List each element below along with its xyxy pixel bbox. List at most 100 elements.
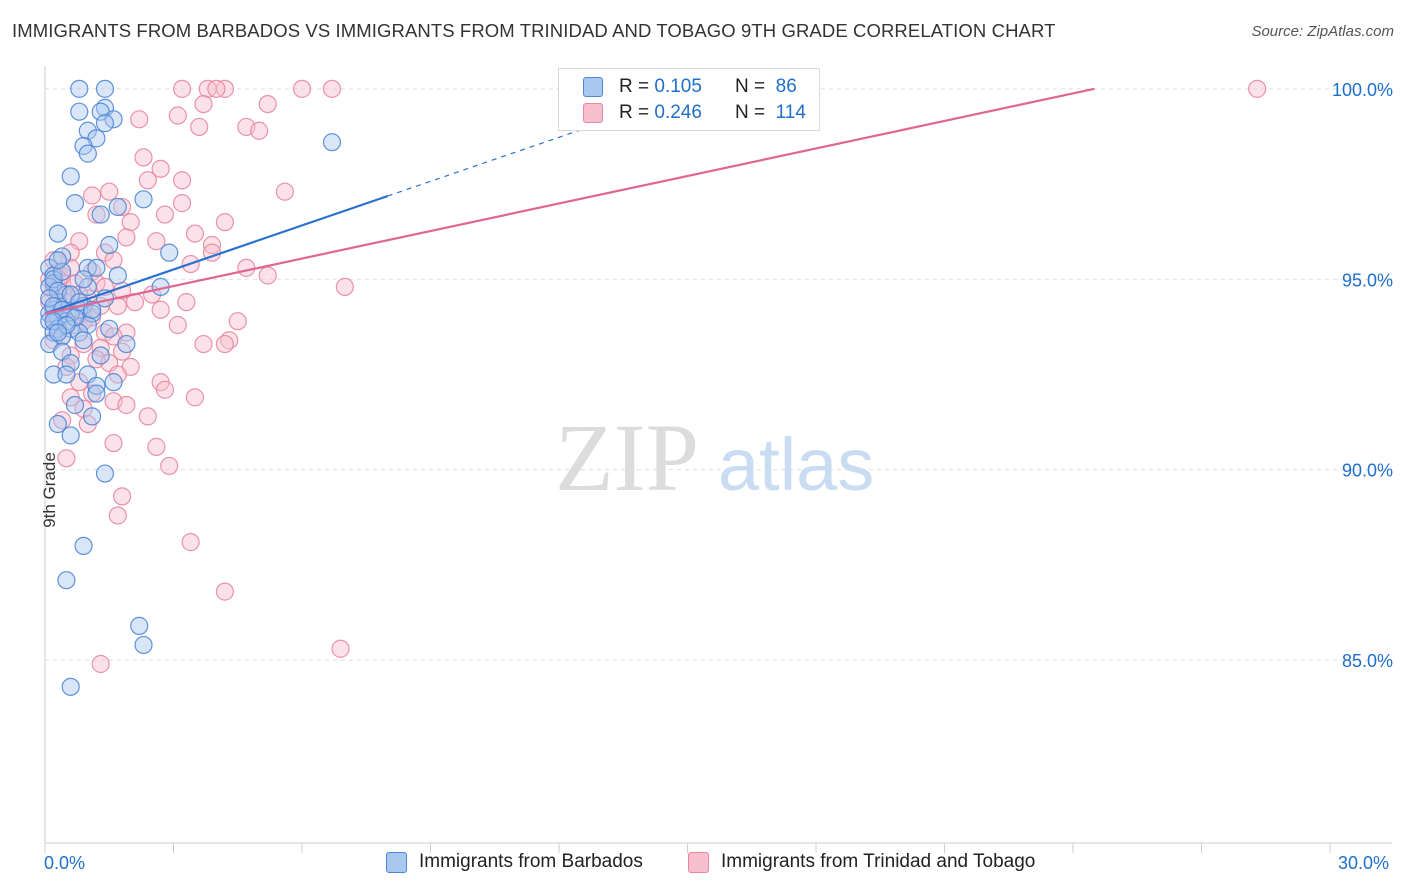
barbados-point <box>74 270 93 289</box>
trinidad-point <box>104 433 123 453</box>
barbados-point <box>87 384 106 403</box>
barbados-point <box>61 167 80 186</box>
barbados-point <box>134 190 153 209</box>
barbados-point <box>117 334 136 354</box>
trinidad-point <box>91 338 110 357</box>
trinidad-point <box>112 487 132 506</box>
trinidad-point <box>194 334 213 354</box>
barbados-point <box>78 144 97 163</box>
trinidad-point <box>168 106 187 125</box>
legend-r-label: R = <box>619 76 650 97</box>
trinidad-point <box>250 121 269 140</box>
trinidad-point <box>190 117 209 137</box>
trinidad-point <box>185 388 205 407</box>
barbados-point <box>83 407 102 426</box>
trinidad-point <box>130 110 149 129</box>
series-barbados-points <box>40 79 342 696</box>
barbados-point <box>134 635 153 655</box>
barbados-point <box>74 536 93 556</box>
barbados-point <box>104 373 123 392</box>
trinidad-point <box>322 79 342 98</box>
trinidad-point <box>335 277 354 297</box>
trinidad-point <box>151 159 170 178</box>
barbados-point <box>91 205 110 224</box>
trinidad-point <box>275 182 294 201</box>
legend: R = 0.105 N = 86 R = 0.246 N = 114 <box>558 68 820 131</box>
axes <box>44 66 1392 853</box>
barbados-point <box>160 243 179 262</box>
barbados-point <box>65 194 85 213</box>
bottom-legend-swatch-barbados <box>386 851 407 873</box>
trinidad-point <box>160 456 179 476</box>
barbados-point <box>108 266 127 285</box>
trinidad-point <box>207 79 226 98</box>
legend-n-label: N = <box>734 102 766 123</box>
trinidad-point <box>83 186 102 205</box>
y-tick-labels: 100.0% 95.0% 90.0% 85.0% <box>1332 80 1393 671</box>
trinidad-point <box>138 171 157 190</box>
barbados-point <box>57 365 76 384</box>
barbados-point <box>70 102 89 121</box>
barbados-point <box>53 262 72 281</box>
trinidad-point <box>172 194 192 213</box>
watermark-atlas: atlas <box>718 423 874 506</box>
watermark: ZIP atlas <box>555 404 874 511</box>
trinidad-point <box>117 395 136 415</box>
barbados-point <box>130 616 149 635</box>
trinidad-point <box>147 437 166 456</box>
trinidad-point <box>117 228 136 247</box>
bottom-legend-barbados: Immigrants from Barbados <box>386 851 643 873</box>
barbados-point <box>48 323 67 342</box>
bottom-legend-label-trinidad: Immigrants from Trinidad and Tobago <box>721 851 1036 872</box>
barbados-point <box>44 365 63 384</box>
barbados-point <box>61 426 80 445</box>
trinidad-point <box>112 197 132 217</box>
trinidad-point <box>177 293 196 312</box>
barbados-point <box>322 133 342 152</box>
trinidad-point <box>104 251 123 270</box>
trinidad-point <box>168 315 187 335</box>
legend-row-trinidad: R = 0.246 N = 114 <box>583 101 806 125</box>
trinidad-point <box>61 346 80 365</box>
trinidad-point <box>172 171 192 190</box>
barbados-point <box>48 251 67 270</box>
barbados-point <box>108 197 127 217</box>
bottom-legend-swatch-trinidad <box>688 851 709 873</box>
barbados-point <box>100 235 119 255</box>
trinidad-point <box>91 654 110 674</box>
barbados-point <box>70 79 89 98</box>
trinidad-point <box>292 79 312 98</box>
y-tick-label: 85.0% <box>1342 651 1393 671</box>
barbados-point <box>74 331 93 350</box>
trinidad-point <box>215 213 234 232</box>
barbados-point <box>65 395 85 415</box>
trinidad-point <box>215 582 234 601</box>
barbados-point <box>91 346 110 365</box>
y-tick-label: 95.0% <box>1342 270 1393 290</box>
barbados-point <box>57 571 76 590</box>
trinidad-point <box>100 182 119 201</box>
bottom-legend: Immigrants from Barbados Immigrants from… <box>0 851 1406 877</box>
trinidad-point <box>194 94 213 114</box>
trend-line-barbados <box>44 195 389 315</box>
watermark-zip: ZIP <box>555 404 699 511</box>
trinidad-point <box>185 224 205 243</box>
x-tick-label-max: 30.0% <box>1338 853 1390 873</box>
source-label: Source: ZipAtlas.com <box>1251 23 1394 40</box>
barbados-point <box>48 414 67 434</box>
barbados-point <box>48 224 67 243</box>
trinidad-point <box>181 533 200 552</box>
trinidad-point <box>74 334 93 354</box>
legend-swatch-trinidad <box>583 103 603 123</box>
grid-lines <box>45 88 1392 661</box>
x-tick-label-min: 0.0% <box>44 853 86 873</box>
legend-row-barbados: R = 0.105 N = 86 <box>583 75 797 99</box>
barbados-point <box>87 376 106 396</box>
barbados-point <box>104 110 123 129</box>
y-axis-label: 9th Grade <box>39 452 59 528</box>
bottom-legend-trinidad: Immigrants from Trinidad and Tobago <box>688 851 1035 873</box>
barbados-point <box>95 464 115 483</box>
bottom-legend-label-barbados: Immigrants from Barbados <box>419 851 643 872</box>
trend-line-trinidad <box>44 87 1095 315</box>
